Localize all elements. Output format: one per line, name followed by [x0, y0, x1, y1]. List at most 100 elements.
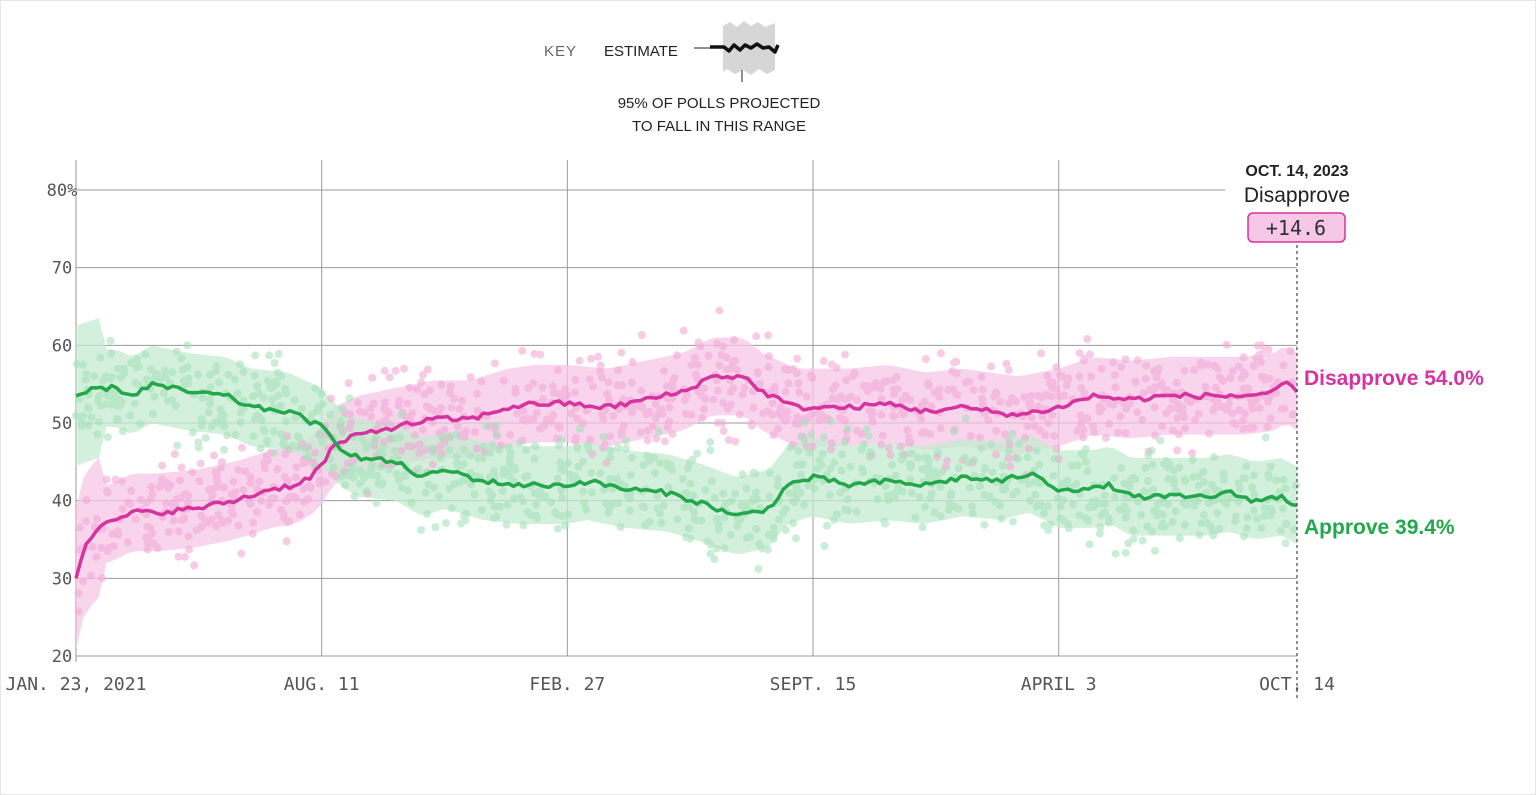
poll-dot — [998, 461, 1007, 470]
poll-dot — [172, 347, 181, 356]
poll-dot — [719, 398, 728, 407]
poll-dot — [75, 523, 84, 532]
poll-dot — [87, 413, 96, 422]
poll-dot — [950, 427, 958, 436]
poll-dot — [797, 460, 806, 469]
poll-dot — [1200, 511, 1208, 520]
poll-dot — [118, 427, 127, 436]
poll-dot — [720, 544, 729, 553]
poll-dot — [684, 464, 693, 472]
poll-dot — [604, 378, 613, 387]
poll-dot — [1252, 396, 1261, 404]
poll-dot — [987, 440, 996, 449]
poll-dot — [1117, 363, 1126, 372]
poll-dot — [888, 461, 897, 469]
poll-dot — [436, 404, 445, 412]
poll-dot — [477, 377, 486, 386]
poll-dot — [818, 449, 827, 458]
poll-dot — [395, 397, 404, 405]
poll-dot — [844, 506, 853, 515]
poll-dot — [659, 501, 668, 510]
poll-dot — [532, 408, 541, 417]
poll-dot — [1144, 476, 1153, 485]
poll-dot — [774, 474, 783, 483]
poll-dot — [738, 390, 747, 399]
poll-dot — [1151, 546, 1159, 555]
poll-dot — [714, 519, 723, 528]
poll-dot — [431, 523, 440, 532]
poll-dot — [158, 480, 166, 489]
poll-dot — [473, 406, 482, 415]
poll-dot — [1231, 516, 1240, 525]
poll-dot — [349, 456, 358, 465]
poll-dot — [969, 385, 978, 394]
poll-dot — [1043, 371, 1052, 380]
poll-dot — [1229, 367, 1237, 375]
poll-dot — [311, 384, 320, 393]
poll-dot — [395, 476, 403, 484]
poll-dot — [807, 430, 815, 439]
poll-dot — [920, 397, 929, 406]
poll-dot — [380, 438, 388, 446]
poll-dot — [530, 454, 539, 463]
poll-dot — [713, 339, 722, 348]
poll-dot — [213, 482, 222, 491]
poll-dot — [393, 454, 402, 463]
poll-dot — [838, 450, 847, 459]
poll-dot — [774, 481, 782, 490]
poll-dot — [184, 491, 193, 500]
poll-dot — [1149, 485, 1158, 494]
poll-dot — [866, 448, 875, 457]
poll-dot — [454, 462, 463, 471]
poll-dot — [891, 471, 900, 480]
poll-dot — [79, 412, 88, 420]
poll-dot — [954, 504, 963, 513]
poll-dot — [1148, 527, 1157, 536]
poll-dot — [231, 430, 240, 439]
poll-dot — [538, 383, 547, 392]
poll-dot — [1149, 386, 1158, 395]
poll-dot — [231, 375, 239, 384]
poll-dot — [936, 483, 945, 492]
poll-dot — [1064, 374, 1073, 383]
poll-dot — [731, 489, 740, 498]
poll-dot — [164, 528, 173, 536]
poll-dot — [106, 336, 115, 345]
poll-dot — [573, 444, 582, 453]
poll-dot — [567, 409, 576, 418]
x-tick-label: JAN. 23, 2021 — [6, 674, 147, 695]
poll-dot — [276, 401, 285, 410]
poll-dot — [177, 463, 186, 472]
poll-dot — [455, 404, 464, 413]
poll-dot — [228, 510, 237, 519]
poll-dot — [898, 487, 907, 496]
poll-dot — [820, 542, 829, 550]
poll-dot — [918, 523, 927, 532]
poll-dot — [1084, 503, 1093, 512]
poll-dot — [625, 506, 634, 515]
poll-dot — [977, 372, 986, 381]
poll-dot — [192, 526, 201, 535]
poll-dot — [400, 470, 409, 479]
poll-dot — [1279, 475, 1288, 484]
poll-dot — [424, 403, 433, 412]
poll-dot — [752, 524, 761, 533]
poll-dot — [1053, 494, 1062, 503]
poll-dot — [547, 498, 556, 507]
poll-dot — [573, 414, 581, 423]
poll-dot — [553, 474, 562, 483]
poll-dot — [1244, 385, 1253, 394]
poll-dot — [270, 449, 279, 457]
poll-dot — [410, 430, 419, 439]
poll-dot — [693, 360, 702, 369]
poll-dot — [174, 527, 183, 536]
poll-dot — [731, 437, 740, 446]
poll-dot — [1237, 374, 1246, 383]
poll-dot — [1044, 419, 1053, 428]
poll-dot — [241, 467, 250, 476]
poll-dot — [435, 443, 444, 452]
poll-dot — [183, 341, 192, 350]
poll-dot — [490, 359, 499, 368]
poll-dot — [270, 359, 279, 367]
poll-dot — [301, 444, 310, 453]
